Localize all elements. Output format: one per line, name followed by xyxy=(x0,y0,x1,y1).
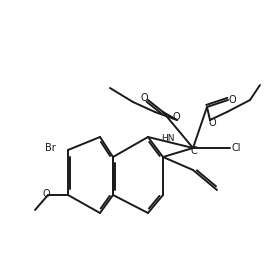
Text: O: O xyxy=(42,189,50,199)
Text: O: O xyxy=(228,95,236,105)
Text: C: C xyxy=(191,146,197,156)
Text: O: O xyxy=(140,93,148,103)
Text: O: O xyxy=(208,118,216,128)
Text: Cl: Cl xyxy=(232,143,241,153)
Text: HN: HN xyxy=(161,134,174,143)
Text: O: O xyxy=(172,112,180,122)
Text: Br: Br xyxy=(45,143,56,153)
